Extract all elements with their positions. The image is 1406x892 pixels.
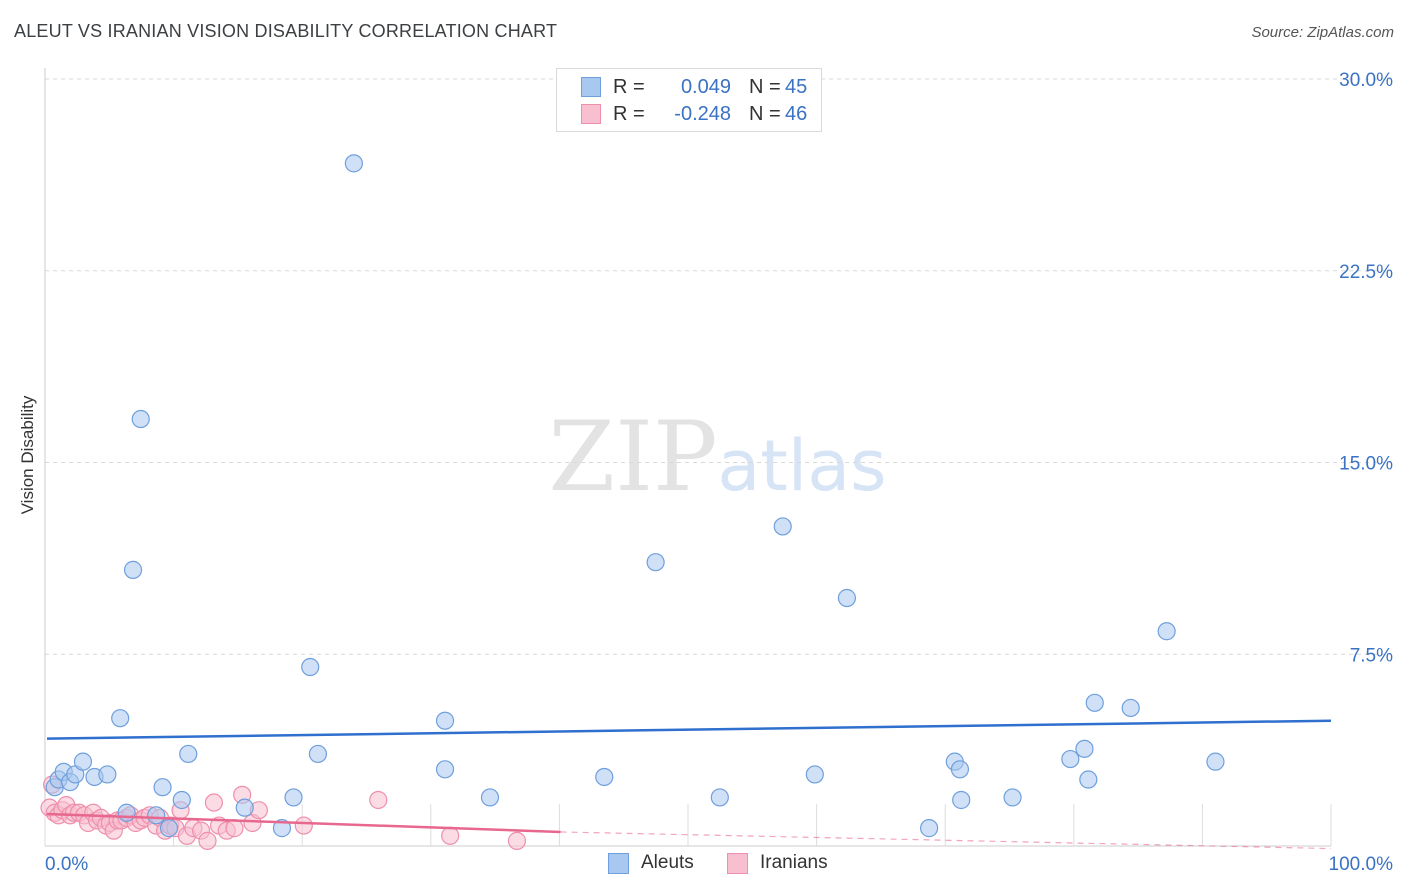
watermark: ZIP atlas — [548, 401, 886, 513]
watermark-atlas: atlas — [717, 425, 886, 507]
aleut-point — [131, 409, 150, 429]
aleut-point — [920, 819, 939, 838]
aleut-point — [435, 760, 455, 779]
y-tick-label: 7.5% — [1350, 645, 1393, 666]
aleut-point — [952, 790, 971, 810]
series-legend: Aleuts Iranians — [0, 852, 1406, 876]
iranian-point — [225, 819, 244, 838]
iranians-swatch — [727, 852, 748, 874]
n-label: N = — [749, 102, 781, 125]
y-tick-label: 30.0% — [1339, 70, 1393, 91]
legend-item-iranians[interactable]: Iranians — [727, 852, 828, 874]
aleut-point — [480, 788, 500, 807]
aleut-point — [344, 154, 363, 173]
aleut-point — [73, 752, 93, 771]
aleut-point — [950, 760, 970, 779]
gridlines — [45, 78, 1391, 655]
r-value: 0.049 — [680, 75, 731, 98]
x-tick-label: 0.0% — [45, 854, 88, 875]
aleut-point — [172, 790, 191, 810]
x-tick-label: 100.0% — [1329, 854, 1394, 875]
n-label: N = — [749, 75, 781, 98]
aleuts-series — [45, 154, 1225, 838]
r-value: -0.248 — [674, 102, 731, 125]
iranians-trendline-extension — [560, 831, 1332, 850]
aleut-point — [710, 788, 729, 807]
aleut-point — [159, 819, 179, 838]
iranian-point — [441, 826, 460, 845]
aleuts-swatch — [581, 77, 601, 97]
aleut-point — [1157, 622, 1176, 641]
aleut-point — [1206, 752, 1225, 771]
aleut-point — [646, 553, 665, 572]
aleut-point — [837, 588, 857, 608]
aleuts-trendline — [46, 719, 1332, 740]
aleut-point — [1085, 693, 1104, 712]
aleut-point — [1075, 739, 1094, 758]
iranian-point — [507, 831, 527, 850]
legend-label-aleuts: Aleuts — [641, 852, 694, 873]
correlation-legend: R = 0.049 N = 45 R = -0.248 N = 46 — [556, 68, 822, 132]
y-tick-labels: 7.5% 15.0% 22.5% 30.0% — [1339, 70, 1393, 666]
aleut-point — [435, 711, 455, 730]
aleut-point — [117, 803, 136, 822]
y-tick-label: 22.5% — [1339, 262, 1393, 283]
aleut-point — [272, 819, 292, 838]
source-label: Source: ZipAtlas.com — [1251, 24, 1394, 41]
aleut-point — [153, 778, 172, 797]
aleut-point — [301, 657, 320, 677]
aleut-point — [1003, 788, 1022, 807]
aleut-point — [1061, 749, 1080, 769]
aleut-point — [284, 788, 303, 807]
watermark-zip: ZIP — [548, 401, 717, 513]
legend-item-aleuts[interactable]: Aleuts — [608, 852, 694, 874]
aleut-point — [595, 767, 614, 787]
n-value: 46 — [785, 102, 808, 125]
aleut-point — [147, 806, 166, 825]
iranians-series — [40, 775, 527, 850]
aleut-point — [1121, 698, 1140, 718]
aleut-point — [98, 765, 117, 784]
x-tick-labels: 0.0% 100.0% — [45, 854, 1393, 875]
aleut-point — [123, 560, 143, 579]
iranian-point — [369, 790, 388, 810]
aleuts-swatch — [608, 852, 629, 874]
r-label: R = — [613, 102, 645, 125]
trendlines — [46, 719, 1332, 850]
iranians-swatch — [581, 104, 601, 124]
r-label: R = — [613, 75, 645, 98]
aleut-point — [308, 744, 328, 764]
legend-row-iranians: R = -0.248 N = 46 — [581, 102, 807, 126]
legend-row-aleuts: R = 0.049 N = 45 — [581, 75, 807, 99]
iranians-trendline — [46, 812, 561, 834]
aleut-point — [111, 709, 130, 728]
iranian-point — [294, 816, 313, 835]
aleut-point — [805, 765, 824, 784]
y-tick-label: 15.0% — [1339, 454, 1393, 475]
legend-label-iranians: Iranians — [760, 852, 828, 873]
aleut-point — [773, 517, 792, 536]
aleut-point — [235, 798, 254, 817]
aleut-point — [1079, 770, 1098, 789]
iranian-point — [198, 831, 217, 850]
chart-title: ALEUT VS IRANIAN VISION DISABILITY CORRE… — [14, 21, 558, 41]
aleut-point — [179, 744, 198, 764]
iranian-point — [204, 793, 224, 812]
axes — [44, 68, 1332, 847]
n-value: 45 — [785, 75, 808, 98]
